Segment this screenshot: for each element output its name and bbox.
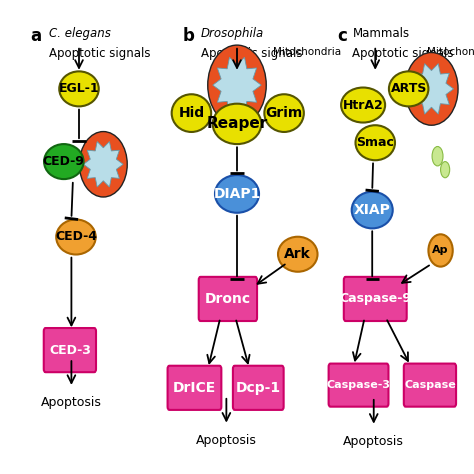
Text: Mitochon-
dria: Mitochon- dria xyxy=(427,47,474,68)
Text: Apoptosis: Apoptosis xyxy=(196,434,257,447)
Polygon shape xyxy=(213,57,261,113)
FancyBboxPatch shape xyxy=(344,277,407,321)
Ellipse shape xyxy=(208,45,266,125)
Ellipse shape xyxy=(172,94,211,132)
FancyBboxPatch shape xyxy=(44,328,96,372)
Ellipse shape xyxy=(56,219,96,255)
Ellipse shape xyxy=(341,88,385,123)
Ellipse shape xyxy=(59,72,99,106)
Circle shape xyxy=(440,162,450,178)
Ellipse shape xyxy=(264,94,304,132)
Ellipse shape xyxy=(278,237,318,272)
Polygon shape xyxy=(410,64,454,114)
FancyBboxPatch shape xyxy=(328,364,389,407)
Text: EGL-1: EGL-1 xyxy=(59,82,100,95)
Text: HtrA2: HtrA2 xyxy=(343,99,383,111)
Ellipse shape xyxy=(215,175,259,213)
FancyBboxPatch shape xyxy=(168,366,221,410)
Text: XIAP: XIAP xyxy=(354,203,391,217)
Text: Mammals: Mammals xyxy=(353,27,410,40)
Text: Caspase-3: Caspase-3 xyxy=(327,380,391,390)
Ellipse shape xyxy=(213,104,261,144)
Ellipse shape xyxy=(405,53,458,125)
Text: Apoptotic signals: Apoptotic signals xyxy=(353,47,454,60)
Text: CED-9: CED-9 xyxy=(43,155,85,168)
Text: DrICE: DrICE xyxy=(173,381,216,395)
Text: c: c xyxy=(337,27,347,45)
FancyBboxPatch shape xyxy=(199,277,257,321)
Text: Ark: Ark xyxy=(284,247,311,261)
Ellipse shape xyxy=(356,125,395,160)
Ellipse shape xyxy=(428,234,453,266)
Text: Dcp-1: Dcp-1 xyxy=(236,381,281,395)
Text: Drosophila: Drosophila xyxy=(201,27,264,40)
Text: Dronc: Dronc xyxy=(205,292,251,306)
Text: CED-4: CED-4 xyxy=(55,230,97,244)
Text: DIAP1: DIAP1 xyxy=(213,187,261,201)
Text: Smac: Smac xyxy=(356,136,394,149)
Text: Apoptotic signals: Apoptotic signals xyxy=(49,47,150,60)
Text: Apoptotic signals: Apoptotic signals xyxy=(201,47,302,60)
Text: b: b xyxy=(182,27,194,45)
Text: C. elegans: C. elegans xyxy=(49,27,110,40)
Text: Ap: Ap xyxy=(432,246,449,255)
Ellipse shape xyxy=(389,72,428,106)
Text: Grim: Grim xyxy=(265,106,303,120)
Text: Caspase-9: Caspase-9 xyxy=(339,292,411,305)
Polygon shape xyxy=(83,142,123,187)
Text: Hid: Hid xyxy=(178,106,204,120)
FancyBboxPatch shape xyxy=(233,366,283,410)
Text: ARTS: ARTS xyxy=(391,82,427,95)
Circle shape xyxy=(432,146,443,166)
FancyBboxPatch shape xyxy=(404,364,456,407)
Ellipse shape xyxy=(352,192,393,228)
Ellipse shape xyxy=(79,132,127,197)
Text: Caspase: Caspase xyxy=(404,380,456,390)
Text: Reaper: Reaper xyxy=(206,117,268,131)
Text: Mitochondria: Mitochondria xyxy=(273,47,342,57)
Text: Apoptosis: Apoptosis xyxy=(343,435,404,447)
Ellipse shape xyxy=(44,144,83,179)
Text: Apoptosis: Apoptosis xyxy=(41,396,102,409)
Text: CED-3: CED-3 xyxy=(49,344,91,356)
Text: a: a xyxy=(30,27,42,45)
